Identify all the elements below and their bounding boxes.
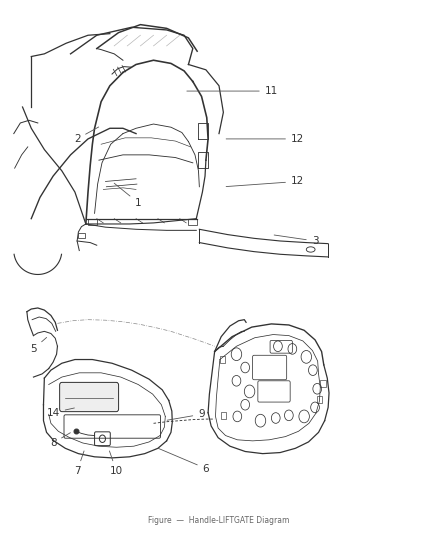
Bar (78, 233, 85, 238)
Text: 2: 2 (74, 127, 99, 144)
Text: 3: 3 (274, 235, 318, 246)
Text: 12: 12 (226, 176, 304, 187)
Bar (317, 396, 322, 402)
FancyBboxPatch shape (60, 382, 119, 411)
Bar (220, 357, 225, 363)
Text: 9: 9 (167, 409, 205, 420)
Bar (221, 412, 226, 418)
Text: 1: 1 (114, 183, 141, 208)
Text: Figure  —  Handle-LIFTGATE Diagram: Figure — Handle-LIFTGATE Diagram (148, 516, 290, 525)
Text: 6: 6 (158, 448, 209, 473)
Text: 14: 14 (46, 408, 74, 418)
Text: 8: 8 (50, 433, 71, 448)
Text: 11: 11 (187, 86, 278, 96)
Text: 5: 5 (30, 337, 46, 354)
Text: 10: 10 (110, 451, 123, 476)
Bar (88, 219, 97, 225)
Bar (320, 380, 325, 386)
Bar (188, 219, 197, 225)
Text: 12: 12 (226, 134, 304, 144)
Text: 7: 7 (74, 451, 84, 476)
